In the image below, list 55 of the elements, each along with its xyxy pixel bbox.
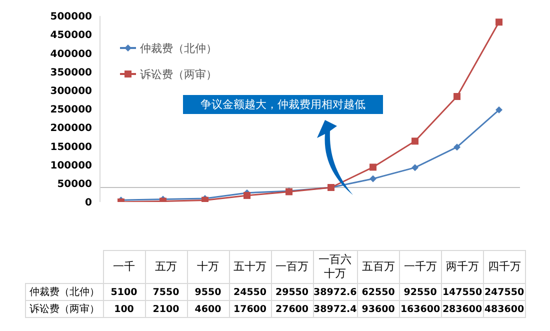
data-label: 247550 — [483, 284, 526, 300]
point — [454, 93, 460, 100]
y-tick-label: 0 — [85, 198, 92, 209]
point — [496, 106, 502, 114]
data-label: 283600 — [441, 300, 484, 318]
point — [496, 18, 502, 26]
text: 诉讼费（两审） — [29, 304, 100, 315]
point — [454, 144, 460, 151]
data-label: 38972.6 — [313, 284, 358, 300]
x-tick-label: 两千万 — [441, 250, 484, 284]
x-tick-label: 一百六十万 — [313, 250, 358, 284]
legend-label: 仲裁费（北仲） — [140, 40, 217, 56]
data-label: 29550 — [271, 284, 313, 300]
data-label: 100 — [103, 300, 145, 318]
legend-label: 诉讼费（两审） — [140, 66, 217, 82]
x-tick-label: 五百万 — [357, 250, 400, 284]
point — [244, 192, 250, 199]
y-tick-label: 150000 — [50, 142, 92, 153]
data-label: 62550 — [357, 284, 400, 300]
data-label: 2100 — [145, 300, 187, 318]
data-label: 9550 — [187, 284, 229, 300]
data-label: 163600 — [399, 300, 442, 318]
annotation: 争议金额越大，仲裁费用相对越低 — [183, 95, 383, 114]
x-tick-label: 四千万 — [483, 250, 526, 284]
x-tick-label: 十万 — [187, 250, 229, 284]
point — [412, 138, 418, 145]
x-tick-label: 五万 — [145, 250, 187, 284]
data-label: 147550 — [441, 284, 484, 300]
data-label: 92550 — [399, 284, 442, 300]
data-label: 7550 — [145, 284, 187, 300]
y-tick-label: 200000 — [50, 123, 92, 134]
data-label: 38972.4 — [313, 300, 358, 318]
data-label: 27600 — [271, 300, 313, 318]
y-tick-label: 250000 — [50, 104, 92, 116]
point — [370, 164, 376, 171]
text: 仲裁费（北仲） — [29, 287, 100, 298]
x-tick-label: 一千万 — [399, 250, 442, 284]
y-tick-label: 400000 — [50, 48, 92, 60]
y-tick-label: 100000 — [50, 160, 92, 172]
point — [370, 175, 376, 182]
data-label: 24550 — [229, 284, 271, 300]
data-label: 93600 — [357, 300, 400, 318]
x-tick-label: 五十万 — [229, 250, 271, 284]
x-tick-label: 一百万 — [271, 250, 313, 284]
x-tick-label: 一千 — [103, 250, 145, 284]
y-tick-label: 300000 — [50, 86, 92, 97]
point — [412, 164, 418, 172]
data-label: 5100 — [103, 284, 145, 300]
data-label: 17600 — [229, 300, 271, 318]
data-label: 4600 — [187, 300, 229, 318]
y-tick-label: 450000 — [50, 30, 92, 42]
y-tick-label: 50000 — [57, 178, 92, 190]
y-tick-label: 500000 — [50, 12, 92, 23]
y-tick-label: 350000 — [50, 67, 92, 78]
data-label: 483600 — [483, 300, 526, 318]
